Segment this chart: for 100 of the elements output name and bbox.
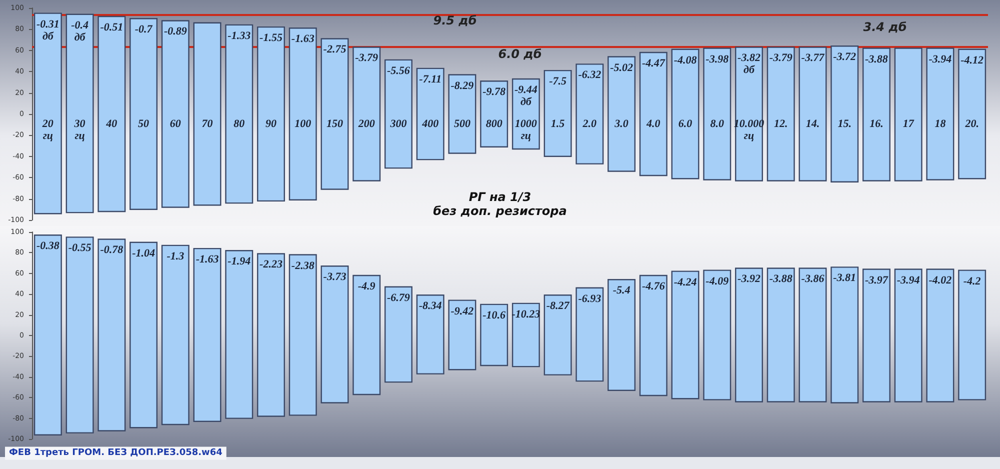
x-tick-label: 17 [902, 118, 914, 130]
bar [735, 268, 763, 402]
bar [288, 28, 317, 200]
annotation: -3.77 [801, 52, 825, 64]
annotation: -5.02 [610, 62, 634, 74]
bar [798, 46, 827, 182]
annotation: 6.0 дб [498, 47, 542, 62]
x-tick-label: 20. [964, 118, 979, 130]
annotation: -3.72 [833, 51, 857, 64]
bar [384, 286, 412, 383]
annotation: -1.3 [166, 250, 185, 262]
bar [639, 52, 668, 176]
annotation: -9.42 [450, 305, 474, 318]
x-tick-label: 18 [934, 118, 946, 130]
annotation: -1.63 [196, 254, 220, 266]
bar [161, 20, 190, 208]
annotation: -7.5 [549, 76, 567, 88]
annotation: -4.47 [642, 58, 666, 70]
annotation: -0.51 [100, 21, 124, 34]
bar [576, 64, 604, 164]
bar [703, 48, 732, 180]
annotation: -2.38 [291, 260, 315, 272]
annotation: -3.79 [355, 52, 379, 64]
annotation: -0.7 [134, 24, 153, 36]
annotation: -2.75 [323, 44, 347, 56]
bar [130, 18, 158, 210]
annotation: -6.79 [387, 292, 410, 304]
bar [544, 294, 572, 376]
x-tick-label: 4.0 [646, 118, 661, 130]
annotation: -4.12 [960, 54, 984, 66]
bar [862, 48, 890, 182]
annotation: -4.08 [674, 54, 698, 66]
bar [98, 16, 126, 212]
annotation: -4.02 [928, 274, 952, 286]
bar [257, 253, 285, 417]
annotation: -8.34 [418, 300, 442, 312]
bar [862, 268, 890, 402]
bar [958, 48, 986, 180]
bar [639, 274, 668, 396]
bar [98, 238, 126, 432]
x-tick-label: 20 гц [41, 118, 54, 142]
annotation: -4.2 [963, 275, 982, 288]
annotation: -3.88 [865, 53, 888, 66]
annotation: -6.93 [578, 292, 602, 305]
annotation: -1.33 [228, 30, 252, 42]
annotation: -4.24 [674, 276, 698, 288]
bar [225, 24, 254, 204]
bar [926, 48, 954, 180]
annotation: -3.82 дб [738, 52, 761, 76]
annotation: -9.44 дб [514, 84, 538, 108]
annotation: -3.97 [865, 274, 888, 286]
annotation: -0.38 [36, 240, 60, 252]
annotation: -3.88 [769, 273, 793, 286]
x-tick-label: 500 [454, 118, 471, 130]
x-tick-label: 90 [266, 118, 277, 130]
x-tick-label: 70 [202, 118, 214, 130]
annotation: -4.9 [358, 280, 376, 292]
x-tick-label: 150 [326, 118, 344, 130]
x-tick-label: 2.0 [582, 118, 598, 130]
bar [66, 14, 94, 214]
annotation: -4.09 [706, 275, 730, 288]
annotation: -5.4 [612, 284, 631, 297]
annotation: -9.78 [482, 86, 506, 98]
bar [288, 254, 317, 416]
bar [766, 46, 795, 182]
bar [416, 68, 444, 160]
annotation: -0.4 дб [71, 19, 89, 44]
annotation: -0.31 дб [36, 18, 60, 42]
bar [798, 268, 827, 402]
bar [766, 268, 795, 402]
annotation: -1.94 [228, 256, 252, 268]
annotation: -4.76 [642, 280, 666, 292]
x-tick-label: 1.5 [550, 118, 566, 130]
annotation: 9.5 дб [433, 13, 477, 28]
annotation: -0.55 [68, 242, 92, 254]
annotation: -3.81 [833, 272, 856, 284]
bar [320, 266, 349, 404]
x-tick-label: 60 [170, 118, 182, 130]
x-tick-label: 400 [421, 118, 440, 130]
bar [830, 266, 859, 404]
text: ФЕВ 1треть ГРОМ. БЕЗ ДОП.РЕЗ.058.w64 [9, 448, 222, 458]
annotation: -0.78 [100, 244, 124, 256]
bar [926, 268, 954, 402]
text: без доп. резистора [433, 204, 567, 218]
annotation: -5.56 [387, 64, 410, 77]
x-tick-label: 40 [105, 118, 118, 130]
annotation: -7.11 [419, 73, 442, 86]
bar [193, 248, 222, 422]
bar [735, 46, 763, 182]
annotation: -2.23 [260, 258, 283, 271]
bar [480, 304, 508, 366]
x-tick-label: 80 [234, 118, 246, 130]
text: РГ на 1/3 [468, 190, 532, 204]
x-tick-label: 16. [870, 118, 884, 130]
annotation: -0.89 [164, 26, 188, 38]
annotation: -10.6 [482, 309, 506, 322]
annotation: -3.92 [738, 273, 761, 286]
x-tick-label: 200 [357, 118, 376, 130]
bar [544, 70, 572, 157]
bar [384, 59, 412, 169]
